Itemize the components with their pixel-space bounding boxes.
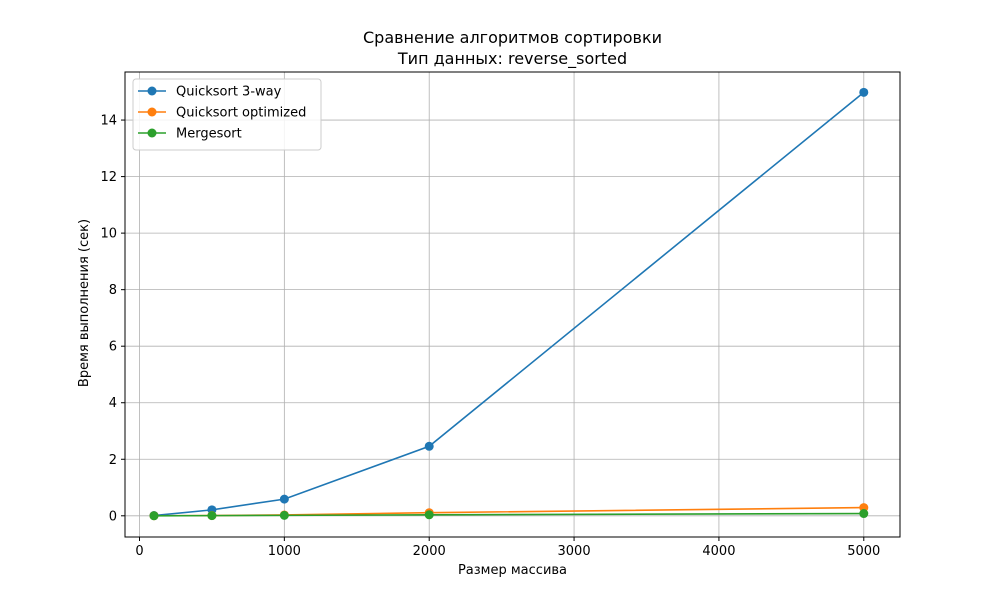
y-tick-label: 6	[109, 340, 117, 355]
grid-lines	[125, 72, 900, 537]
data-point-quicksort-3-way	[279, 494, 289, 504]
data-point-quicksort-3-way	[859, 87, 869, 97]
series-lines	[149, 87, 869, 521]
x-axis-label: Размер массива	[458, 563, 567, 578]
x-tick-label: 4000	[702, 544, 735, 559]
legend-marker-mergesort	[147, 128, 157, 138]
y-tick-label: 8	[109, 283, 117, 298]
data-point-mergesort	[424, 510, 434, 520]
legend-label-quicksort-3-way: Quicksort 3-way	[176, 85, 282, 100]
y-tick-label: 2	[109, 453, 117, 468]
x-tick-label: 1000	[268, 544, 301, 559]
plot-frame	[124, 71, 901, 538]
axes-frame	[124, 71, 901, 538]
y-tick-label: 4	[109, 396, 117, 411]
data-point-mergesort	[279, 510, 289, 520]
legend-label-mergesort: Mergesort	[176, 127, 242, 142]
chart-title: Сравнение алгоритмов сортировки	[363, 28, 662, 47]
legend-label-quicksort-optimized: Quicksort optimized	[176, 106, 306, 121]
x-tick-label: 0	[135, 544, 143, 559]
x-tick-label: 5000	[847, 544, 880, 559]
axis-ticks: 0 1000 2000 3000 4000 5000 0 2 4 6 8 10 12 14	[100, 114, 880, 559]
x-tick-label: 3000	[558, 544, 591, 559]
y-tick-label: 14	[100, 114, 117, 129]
data-point-mergesort	[207, 511, 217, 521]
x-tick-label: 2000	[413, 544, 446, 559]
y-tick-label: 0	[109, 509, 117, 524]
legend-box	[132, 78, 322, 151]
legend-marker-quicksort-3-way	[147, 86, 157, 96]
data-point-quicksort-3-way	[424, 441, 434, 451]
y-tick-label: 10	[100, 227, 117, 242]
chart-subtitle: Тип данных: reverse_sorted	[397, 49, 627, 69]
legend-marker-quicksort-optimized	[147, 107, 157, 117]
data-point-mergesort	[859, 509, 869, 519]
y-tick-label: 12	[100, 170, 117, 185]
y-axis-label: Время выполнения (сек)	[77, 219, 92, 387]
data-point-mergesort	[149, 511, 159, 521]
legend: Quicksort 3-way Quicksort optimized Merges…	[132, 78, 322, 151]
